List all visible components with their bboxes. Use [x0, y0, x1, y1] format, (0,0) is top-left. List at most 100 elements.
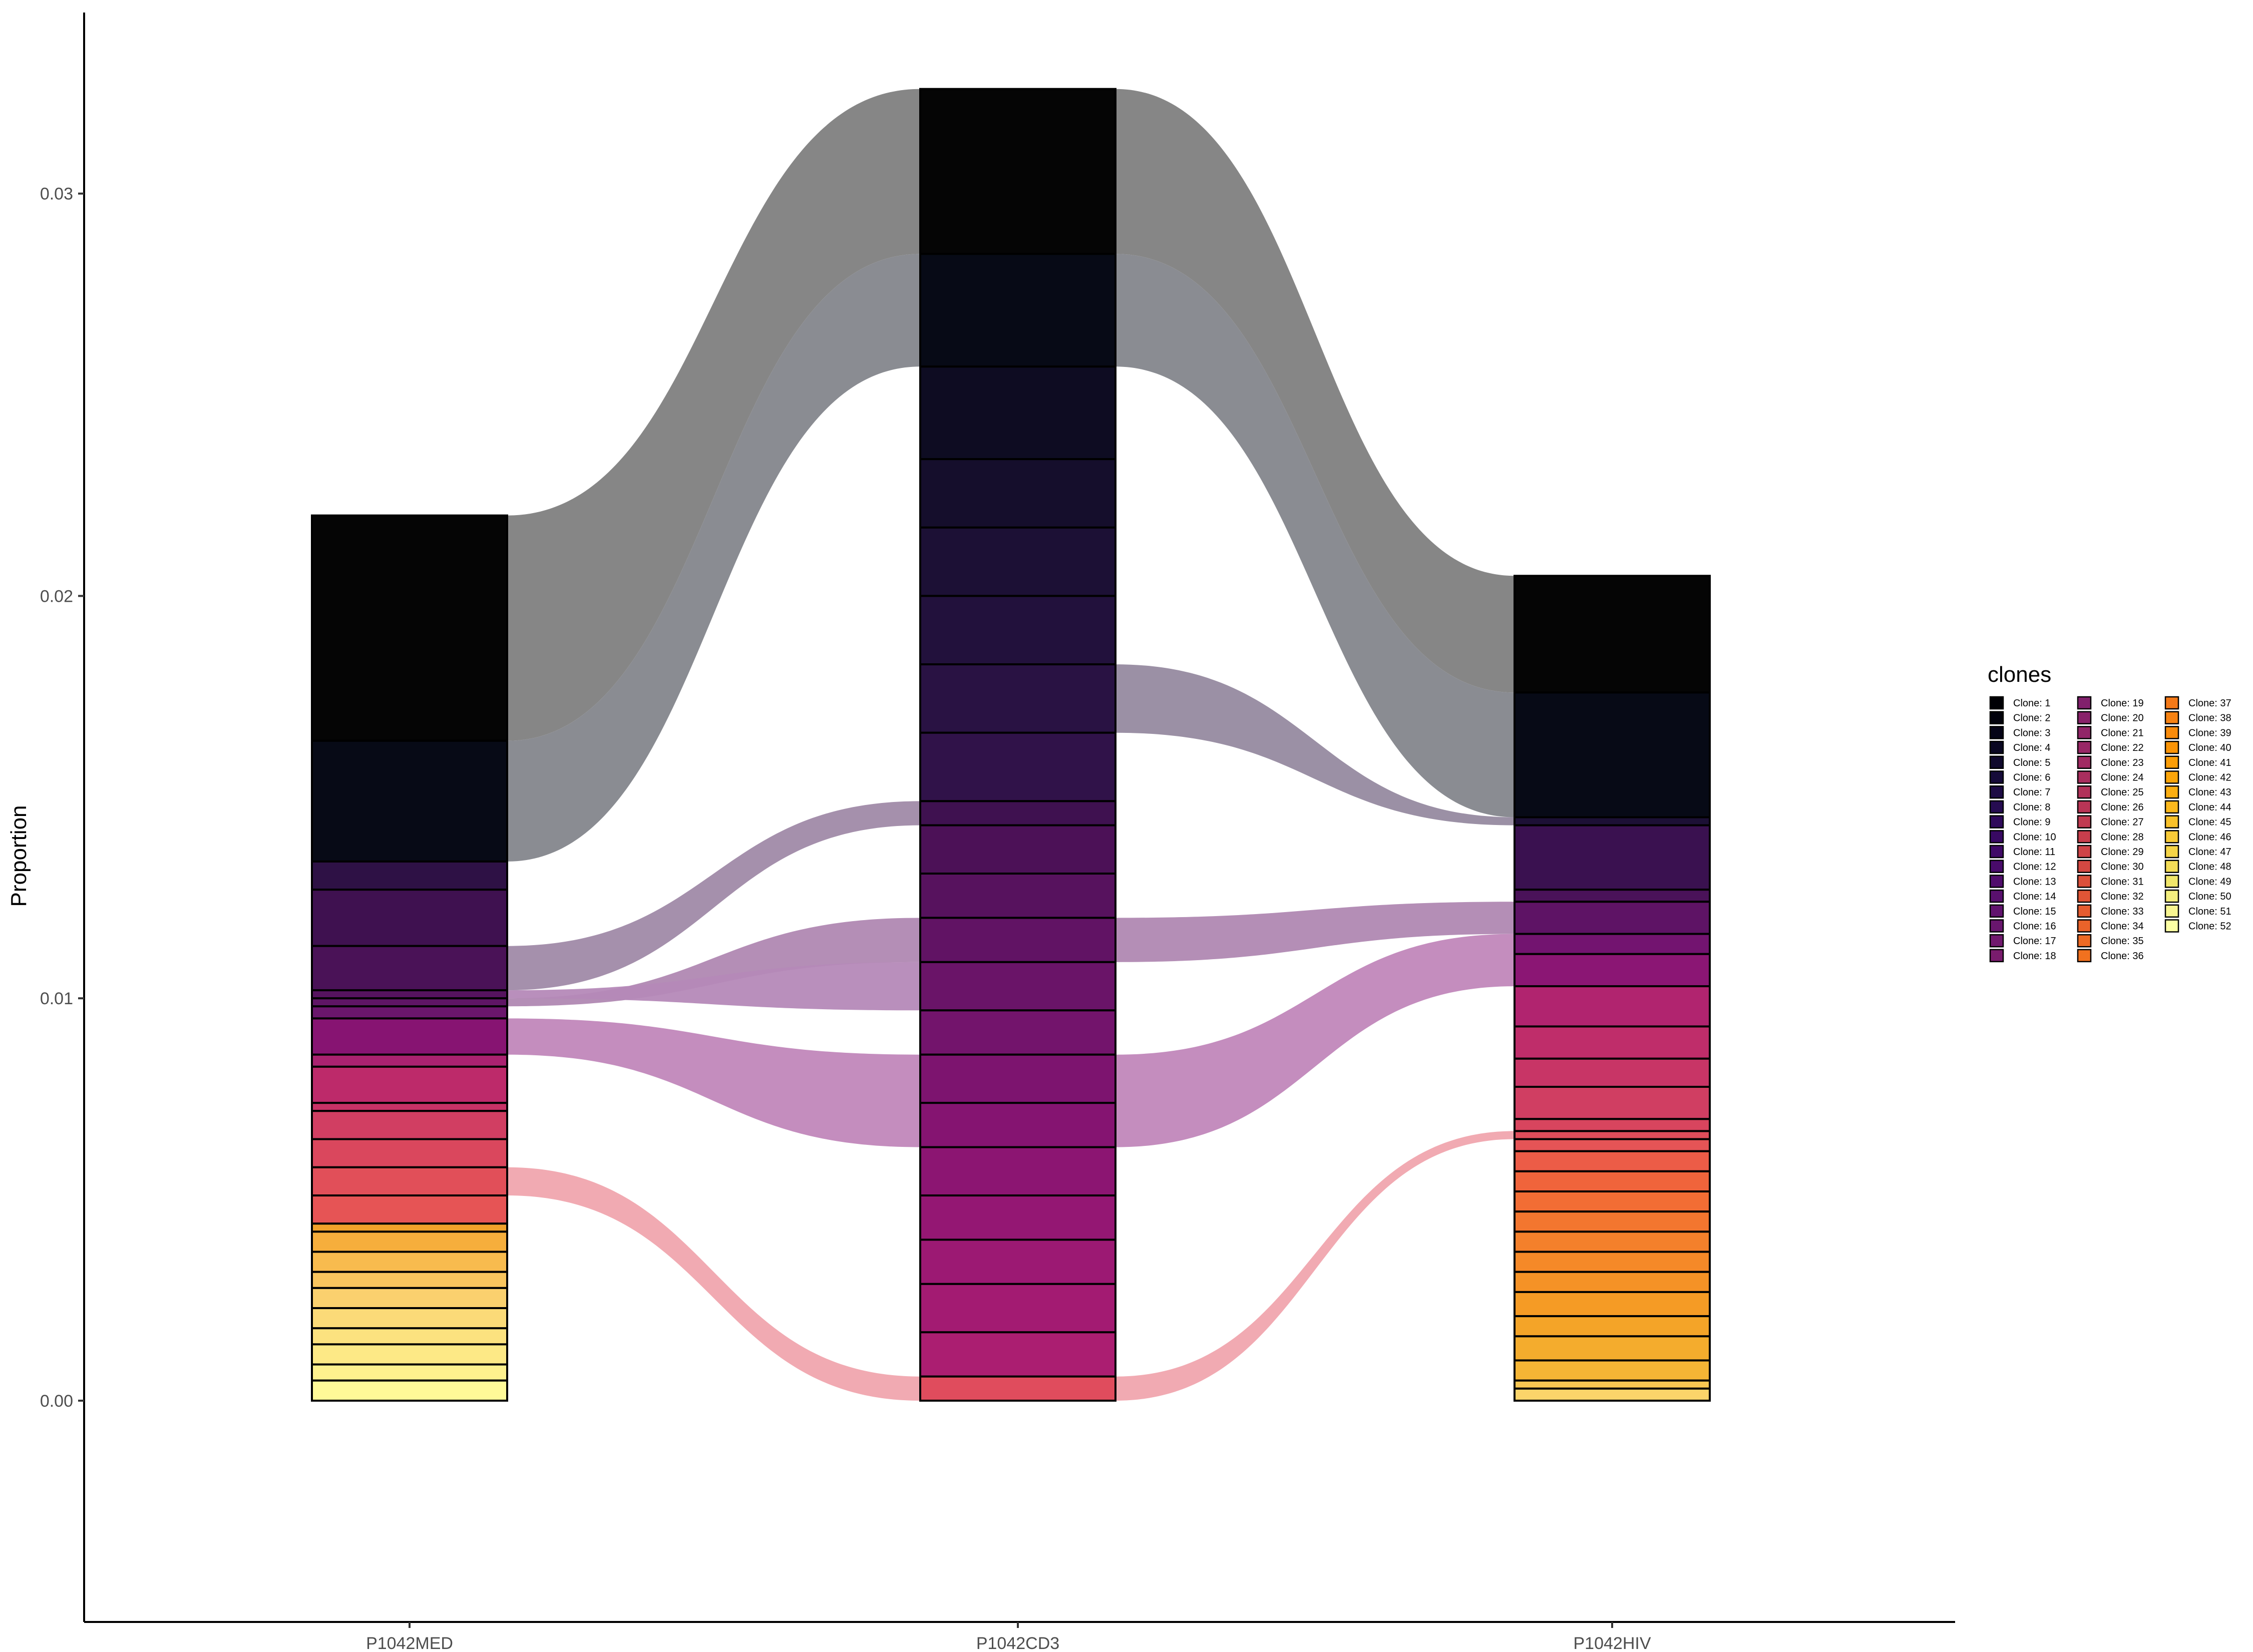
- legend-item: Clone: 17: [1990, 935, 2056, 947]
- legend-label: Clone: 42: [2188, 772, 2231, 783]
- bar-segment: [1515, 1131, 1710, 1139]
- bar-segment: [312, 998, 507, 1006]
- legend-item: Clone: 47: [2165, 846, 2231, 858]
- bar-segment: [1515, 1336, 1710, 1360]
- flow-band: [1115, 89, 1515, 693]
- legend-swatch: [2078, 950, 2091, 962]
- legend-label: Clone: 31: [2101, 876, 2144, 887]
- legend-label: Clone: 23: [2101, 757, 2144, 768]
- legend-swatch: [1990, 786, 2003, 798]
- legend-item: Clone: 15: [1990, 905, 2056, 917]
- legend-item: Clone: 44: [2165, 801, 2231, 813]
- legend-item: Clone: 25: [2078, 786, 2144, 798]
- legend-swatch: [1990, 712, 2003, 724]
- bar-segment: [1515, 902, 1710, 934]
- bar-segment: [312, 1308, 507, 1328]
- legend-swatch: [2165, 756, 2178, 768]
- bar-segment: [312, 1344, 507, 1364]
- legend-swatch: [2078, 712, 2091, 724]
- bar-segment: [312, 516, 507, 741]
- legend-item: Clone: 29: [2078, 846, 2144, 858]
- bar-segment: [312, 1167, 507, 1195]
- legend-swatch: [1990, 890, 2003, 902]
- legend-swatch: [1990, 861, 2003, 873]
- legend-label: Clone: 17: [2013, 936, 2056, 947]
- legend-swatch: [1990, 726, 2003, 738]
- legend-swatch: [2078, 741, 2091, 753]
- bar-segment: [1515, 576, 1710, 692]
- legend-label: Clone: 39: [2188, 727, 2231, 738]
- legend-swatch: [1990, 756, 2003, 768]
- legend-label: Clone: 3: [2013, 727, 2051, 738]
- legend-swatch: [1990, 846, 2003, 858]
- legend-label: Clone: 27: [2101, 817, 2144, 828]
- legend-swatch: [2078, 786, 2091, 798]
- legend-swatch: [2165, 831, 2178, 843]
- bar-segment: [1515, 1171, 1710, 1191]
- legend-swatch: [2078, 905, 2091, 917]
- legend-swatch: [2165, 726, 2178, 738]
- legend-label: Clone: 40: [2188, 742, 2231, 753]
- legend-swatch: [2165, 771, 2178, 783]
- legend-swatch: [2078, 861, 2091, 873]
- x-tick-label: P1042HIV: [1574, 1634, 1651, 1652]
- legend-label: Clone: 5: [2013, 757, 2051, 768]
- legend-swatch: [1990, 801, 2003, 813]
- bar-segment: [1515, 1252, 1710, 1272]
- legend-item: Clone: 52: [2165, 920, 2231, 932]
- bar-segment: [920, 1055, 1115, 1103]
- legend-label: Clone: 33: [2101, 906, 2144, 917]
- bar-segment: [920, 1010, 1115, 1054]
- legend-item: Clone: 27: [2078, 816, 2144, 828]
- bar-segment: [920, 1147, 1115, 1195]
- legend-swatch: [2078, 890, 2091, 902]
- legend-swatch: [2165, 846, 2178, 858]
- x-tick-label: P1042MED: [366, 1634, 453, 1652]
- bar-segment: [1515, 817, 1710, 825]
- legend-item: Clone: 36: [2078, 950, 2144, 962]
- bar-segment: [1515, 1191, 1710, 1211]
- legend-item: Clone: 3: [1990, 726, 2051, 738]
- legend-swatch: [1990, 950, 2003, 962]
- legend-label: Clone: 16: [2013, 921, 2056, 932]
- legend-item: Clone: 33: [2078, 905, 2144, 917]
- bar-segment: [312, 1139, 507, 1167]
- bar-segment: [312, 1111, 507, 1139]
- legend-swatch: [2165, 786, 2178, 798]
- legend-label: Clone: 44: [2188, 802, 2231, 813]
- legend-item: Clone: 19: [2078, 697, 2144, 709]
- bar-segment: [1515, 1316, 1710, 1336]
- legend-swatch: [2165, 890, 2178, 902]
- legend-item: Clone: 8: [1990, 801, 2051, 813]
- legend-label: Clone: 36: [2101, 951, 2144, 962]
- bar-segment: [920, 1332, 1115, 1376]
- legend-label: Clone: 24: [2101, 772, 2144, 783]
- bar-segment: [920, 1377, 1115, 1401]
- bar-segment: [920, 664, 1115, 733]
- legend-item: Clone: 24: [2078, 771, 2144, 783]
- legend-swatch: [2078, 935, 2091, 947]
- legend-label: Clone: 1: [2013, 698, 2051, 709]
- y-tick-label: 0.02: [40, 587, 73, 606]
- legend-label: Clone: 52: [2188, 921, 2231, 932]
- legend-label: Clone: 49: [2188, 876, 2231, 887]
- legend-item: Clone: 34: [2078, 920, 2144, 932]
- y-tick-label: 0.00: [40, 1392, 73, 1411]
- bar-segment: [312, 890, 507, 946]
- legend-item: Clone: 41: [2165, 756, 2231, 768]
- legend-item: Clone: 13: [1990, 875, 2056, 887]
- legend-label: Clone: 28: [2101, 832, 2144, 843]
- bar-segment: [1515, 1272, 1710, 1292]
- legend-label: Clone: 4: [2013, 742, 2051, 753]
- bar-segment: [920, 528, 1115, 596]
- legend-item: Clone: 11: [1990, 846, 2055, 858]
- legend-item: Clone: 43: [2165, 786, 2231, 798]
- legend-swatch: [2078, 801, 2091, 813]
- legend-label: Clone: 21: [2101, 727, 2144, 738]
- legend-label: Clone: 29: [2101, 847, 2144, 858]
- legend-item: Clone: 10: [1990, 831, 2056, 843]
- legend-swatch: [1990, 875, 2003, 887]
- bar-p1042med: [312, 516, 507, 1401]
- bar-segment: [1515, 954, 1710, 986]
